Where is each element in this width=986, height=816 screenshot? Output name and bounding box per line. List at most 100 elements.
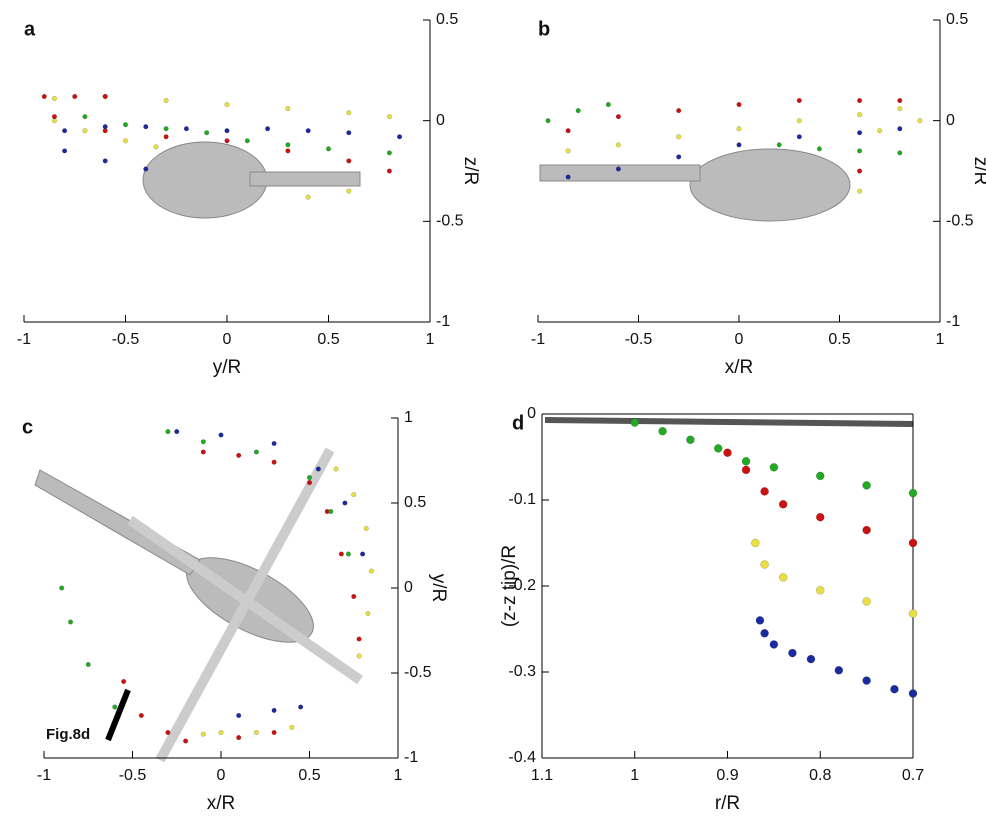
y-tick-label: 0 bbox=[527, 405, 536, 422]
vortex-point bbox=[351, 492, 356, 497]
y-tick-label: -1 bbox=[436, 313, 450, 330]
vortex-point bbox=[857, 189, 862, 194]
vortex-point bbox=[286, 149, 291, 154]
vortex-point bbox=[144, 124, 149, 129]
vortex-point bbox=[898, 98, 903, 103]
vortex-point bbox=[779, 573, 787, 581]
x-tick-label: 0.5 bbox=[317, 331, 339, 348]
vortex-point bbox=[777, 143, 782, 148]
vortex-point bbox=[909, 489, 917, 497]
vortex-point bbox=[68, 620, 73, 625]
vortex-point bbox=[86, 662, 91, 667]
vortex-point bbox=[863, 677, 871, 685]
vortex-point bbox=[576, 108, 581, 113]
x-tick-label: 1 bbox=[630, 767, 639, 784]
vortex-point bbox=[742, 457, 750, 465]
vortex-point bbox=[387, 169, 392, 174]
vortex-point bbox=[225, 102, 230, 107]
vortex-point bbox=[166, 429, 171, 434]
panel-label: c bbox=[22, 416, 33, 438]
vortex-point bbox=[272, 730, 277, 735]
vortex-point bbox=[676, 155, 681, 160]
vortex-point bbox=[328, 509, 333, 514]
vortex-point bbox=[909, 610, 917, 618]
vortex-point bbox=[686, 436, 694, 444]
x-tick-label: -1 bbox=[17, 331, 31, 348]
vortex-point bbox=[797, 98, 802, 103]
vortex-point bbox=[742, 466, 750, 474]
vortex-point bbox=[307, 480, 312, 485]
vortex-point bbox=[898, 126, 903, 131]
vortex-point bbox=[659, 427, 667, 435]
y-tick-label: 0 bbox=[436, 112, 445, 129]
vortex-point bbox=[166, 730, 171, 735]
y-label: z/R bbox=[460, 157, 481, 186]
vortex-point bbox=[857, 169, 862, 174]
panel-label: a bbox=[24, 18, 36, 40]
vortex-point bbox=[797, 118, 802, 123]
vortex-point bbox=[366, 611, 371, 616]
vortex-point bbox=[144, 167, 149, 172]
x-tick-label: 0.9 bbox=[716, 767, 738, 784]
y-tick-label: 0.5 bbox=[946, 11, 968, 28]
vortex-point bbox=[807, 655, 815, 663]
vortex-point bbox=[236, 453, 241, 458]
blade bbox=[545, 420, 913, 424]
vortex-point bbox=[123, 139, 128, 144]
y-tick-label: -0.5 bbox=[946, 213, 974, 230]
x-tick-label: 1.1 bbox=[531, 767, 553, 784]
vortex-point bbox=[566, 175, 571, 180]
vortex-point bbox=[397, 134, 402, 139]
x-tick-label: 0 bbox=[735, 331, 744, 348]
vortex-point bbox=[761, 561, 769, 569]
vortex-point bbox=[616, 143, 621, 148]
x-tick-label: 0 bbox=[223, 331, 232, 348]
y-tick-label: -1 bbox=[404, 749, 418, 766]
vortex-point bbox=[225, 139, 230, 144]
vortex-point bbox=[306, 195, 311, 200]
vortex-point bbox=[616, 167, 621, 172]
x-tick-label: -1 bbox=[37, 767, 51, 784]
vortex-point bbox=[347, 110, 352, 115]
vortex-point bbox=[343, 501, 348, 506]
vortex-point bbox=[779, 500, 787, 508]
y-label: (z-z tip)/R bbox=[499, 545, 520, 627]
vortex-point bbox=[306, 128, 311, 133]
vortex-point bbox=[347, 189, 352, 194]
vortex-point bbox=[351, 594, 356, 599]
vortex-point bbox=[272, 460, 277, 465]
vortex-point bbox=[103, 159, 108, 164]
vortex-point bbox=[714, 444, 722, 452]
vortex-point bbox=[265, 126, 270, 131]
vortex-point bbox=[286, 106, 291, 111]
y-tick-label: 1 bbox=[404, 409, 413, 426]
vortex-point bbox=[236, 735, 241, 740]
x-tick-label: 0.8 bbox=[809, 767, 831, 784]
y-tick-label: -0.5 bbox=[436, 213, 464, 230]
panel-label: b bbox=[538, 18, 550, 40]
vortex-point bbox=[245, 139, 250, 144]
vortex-point bbox=[566, 149, 571, 154]
vortex-point bbox=[737, 126, 742, 131]
vortex-point bbox=[272, 708, 277, 713]
vortex-point bbox=[201, 440, 206, 445]
vortex-point bbox=[254, 730, 259, 735]
x-label: y/R bbox=[213, 357, 242, 378]
vortex-point bbox=[788, 649, 796, 657]
x-tick-label: 0.5 bbox=[298, 767, 320, 784]
vortex-point bbox=[756, 616, 764, 624]
vortex-point bbox=[346, 552, 351, 557]
vortex-point bbox=[42, 94, 47, 99]
vortex-point bbox=[369, 569, 374, 574]
vortex-point bbox=[164, 98, 169, 103]
vortex-point bbox=[724, 449, 732, 457]
vortex-point bbox=[59, 586, 64, 591]
vortex-point bbox=[154, 145, 159, 150]
vortex-point bbox=[751, 539, 759, 547]
vortex-point bbox=[225, 128, 230, 133]
vortex-point bbox=[72, 94, 77, 99]
vortex-point bbox=[857, 149, 862, 154]
annotation: Fig.8d bbox=[46, 726, 90, 743]
x-tick-label: 0.5 bbox=[828, 331, 850, 348]
y-label: y/R bbox=[428, 574, 449, 603]
